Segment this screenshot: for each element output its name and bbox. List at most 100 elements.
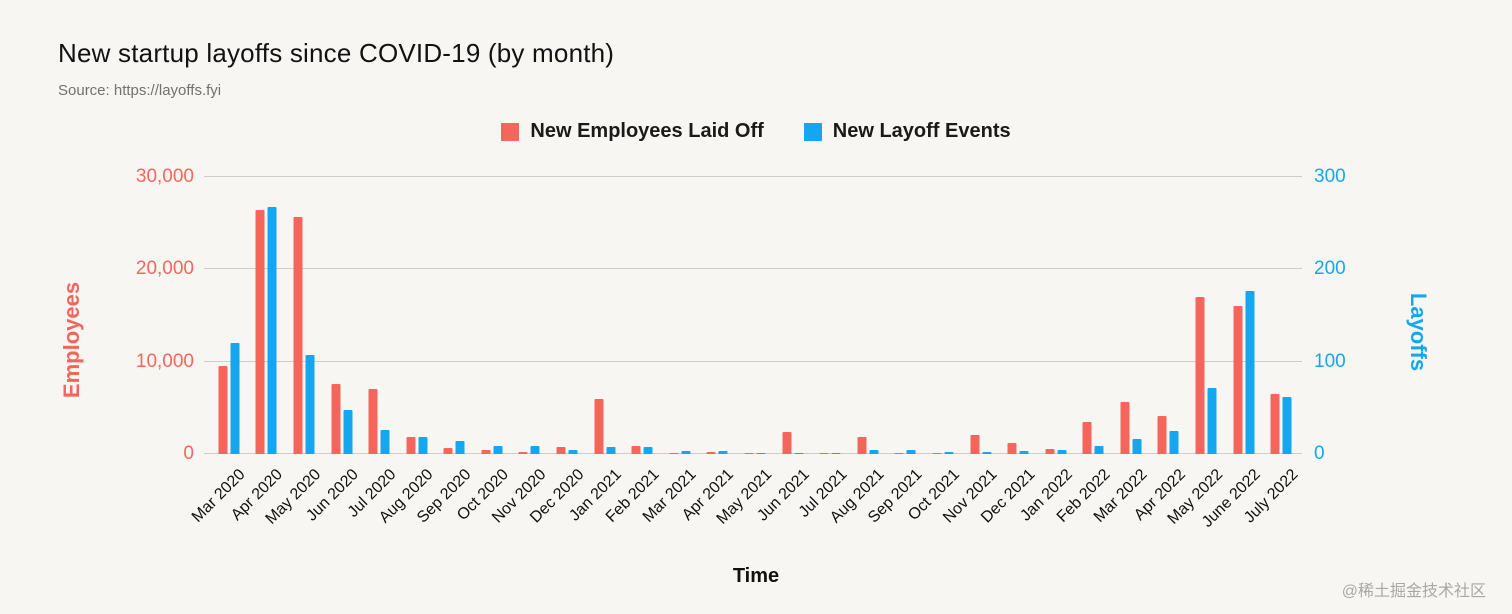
bar-group	[782, 431, 804, 454]
bar-group	[1082, 421, 1104, 454]
left-axis-tick: 0	[183, 443, 194, 464]
gridline	[204, 360, 1302, 362]
bar-employees	[368, 389, 378, 454]
right-axis-ticks: 0 100 200 300	[210, 166, 1346, 464]
bar-events	[343, 409, 353, 454]
bar-employees	[970, 434, 980, 454]
gridline	[204, 268, 1302, 270]
bar-group	[594, 398, 616, 454]
bar-group	[819, 453, 841, 454]
bar-employees	[631, 445, 641, 454]
right-axis-tick: 0	[1314, 443, 1325, 464]
bar-events	[794, 453, 804, 454]
bar-employees	[331, 383, 341, 454]
left-axis-tick: 10,000	[135, 350, 194, 372]
legend: New Employees Laid Off New Layoff Events	[0, 120, 1512, 143]
left-axis-tick: 20,000	[135, 258, 194, 280]
bar-employees	[669, 452, 679, 454]
bar-events	[681, 451, 691, 454]
bar-events	[982, 452, 992, 454]
bar-group	[1045, 448, 1067, 454]
bar-group	[669, 451, 691, 454]
bar-employees	[594, 398, 604, 454]
bar-group	[1157, 416, 1179, 454]
left-axis-ticks: 0 10,000 20,000 30,000	[136, 166, 1300, 464]
right-axis-tick: 200	[1314, 258, 1346, 280]
bar-group	[706, 451, 728, 454]
bar-employees	[518, 451, 528, 454]
bar-group	[631, 445, 653, 454]
bar-group	[1270, 394, 1292, 454]
bar-employees	[443, 448, 453, 454]
bar-group	[368, 389, 390, 454]
right-axis-tick: 100	[1314, 350, 1346, 372]
bar-group	[970, 434, 992, 454]
bar-events	[869, 450, 879, 454]
bar-group	[556, 446, 578, 454]
bar-group	[894, 450, 916, 454]
bar-events	[568, 450, 578, 454]
plot-area: 0 10,000 20,000 30,000 0 100 200 300 Mar 2020 A…	[136, 166, 1346, 531]
bar-employees	[293, 216, 303, 454]
left-axis-tick: 30,000	[135, 166, 194, 187]
bar-events	[418, 437, 428, 454]
bar-employees	[255, 210, 265, 454]
bar-events	[906, 450, 916, 454]
x-axis-title: Time	[732, 565, 780, 587]
legend-label-events: New Layoff Events	[832, 120, 1011, 142]
bar-events	[944, 452, 954, 454]
bar-employees	[1120, 402, 1130, 454]
bar-employees	[894, 452, 904, 454]
legend-item-events: New Layoff Events	[803, 120, 1011, 143]
bar-events	[530, 445, 540, 454]
bar-events	[1282, 396, 1292, 454]
bar-employees	[782, 431, 792, 454]
bar-events	[1019, 451, 1029, 454]
bar-events	[718, 451, 728, 454]
bar-group	[331, 383, 353, 454]
bar-group	[481, 445, 503, 454]
bar-employees	[556, 446, 566, 454]
bar-employees	[406, 437, 416, 454]
bar-group	[1195, 297, 1217, 454]
bar-employees	[1157, 416, 1167, 454]
bar-group	[1007, 442, 1029, 454]
bar-events	[380, 430, 390, 454]
bar-group	[518, 445, 540, 454]
bar-employees	[932, 453, 942, 454]
bar-group	[744, 453, 766, 454]
bar-events	[643, 446, 653, 454]
bar-group	[406, 437, 428, 454]
bar-events	[1057, 450, 1067, 454]
bar-employees	[218, 366, 228, 454]
bar-group	[443, 441, 465, 454]
bar-employees	[1270, 394, 1280, 454]
bar-events	[1245, 290, 1255, 454]
right-axis-tick: 300	[1314, 166, 1346, 187]
bar-employees	[481, 449, 491, 454]
bar-group	[293, 216, 315, 454]
bar-employees	[1082, 421, 1092, 454]
bar-employees	[1233, 306, 1243, 454]
source-text: Source: https://layoffs.fyi	[58, 82, 222, 99]
bar-events	[455, 441, 465, 454]
bar-group	[932, 452, 954, 454]
bar-events	[1132, 439, 1142, 454]
bar-employees	[819, 453, 829, 454]
legend-item-employees: New Employees Laid Off	[501, 120, 764, 143]
bar-group	[255, 206, 277, 454]
bar-events	[230, 343, 240, 454]
bar-events	[1094, 445, 1104, 454]
bar-events	[606, 446, 616, 454]
bars-layer	[210, 177, 1300, 454]
bar-employees	[744, 453, 754, 454]
legend-swatch-employees	[501, 122, 520, 141]
bar-employees	[706, 451, 716, 454]
bar-group	[1120, 402, 1142, 454]
bar-events	[756, 453, 766, 454]
bar-events	[831, 453, 841, 454]
bar-employees	[1007, 442, 1017, 454]
legend-label-employees: New Employees Laid Off	[530, 120, 764, 142]
bar-events	[1169, 430, 1179, 454]
